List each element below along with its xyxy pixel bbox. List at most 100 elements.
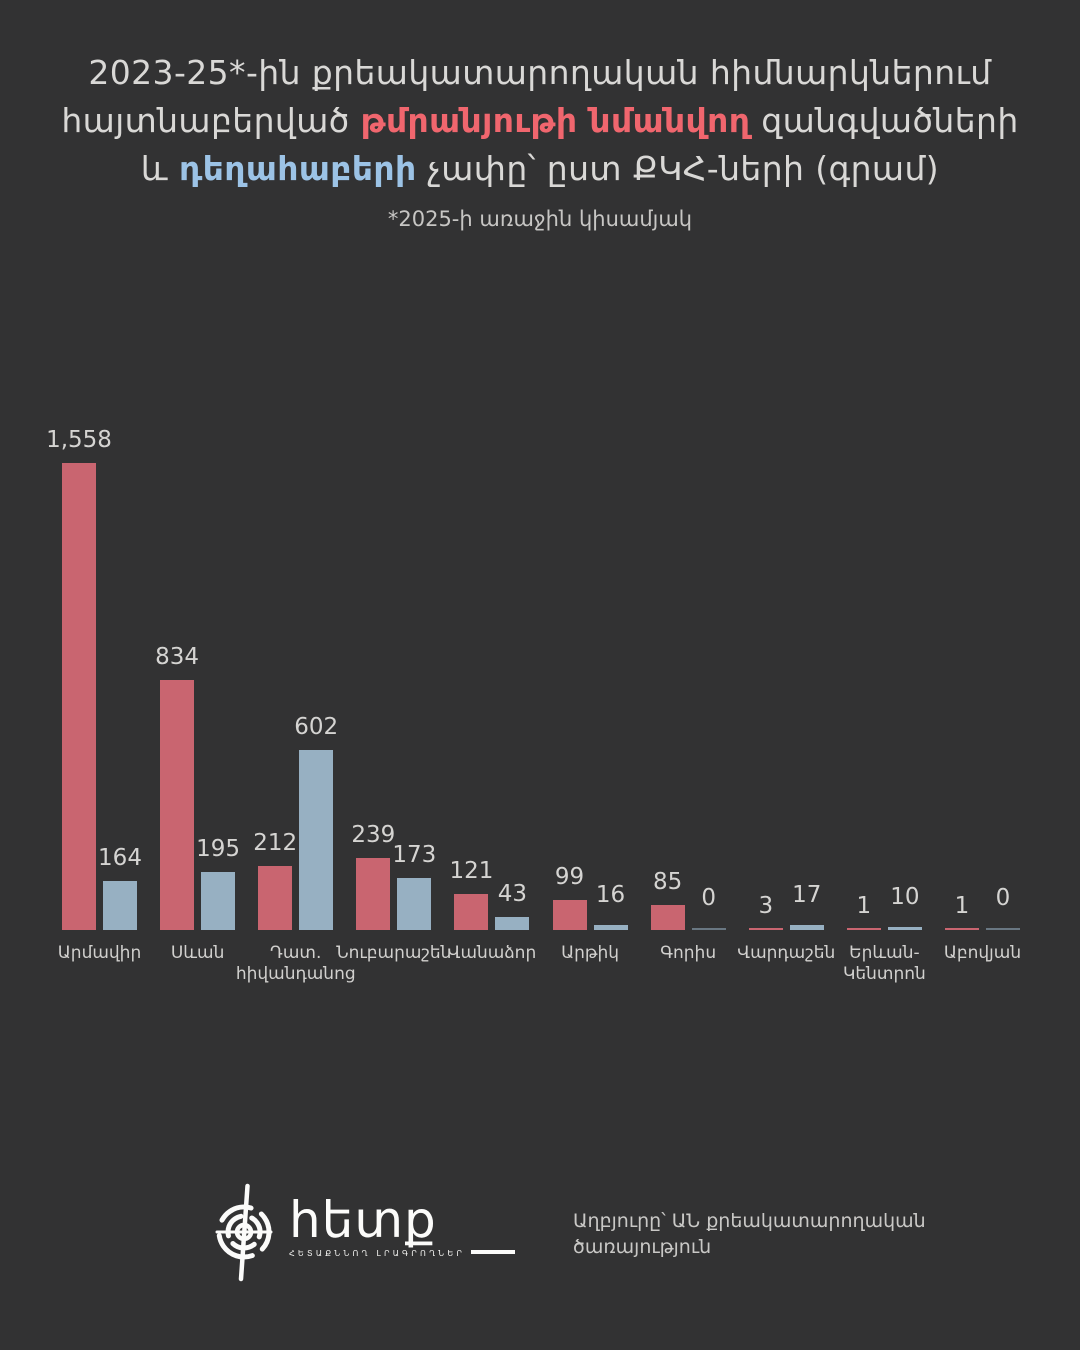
bar-drug-like-masses [160,680,195,930]
bar-pills [299,750,334,930]
bar-pair: 3 17 [748,463,824,930]
category-label: Արմավիր [57,943,142,963]
bar-group: 1 10 Երևան- Կենտրոն [843,463,926,984]
bar-slot: 164 [98,463,142,930]
category-label: Երևան- Կենտրոն [842,943,926,984]
bar-slot: 16 [593,463,628,930]
bar-drug-like-masses [258,866,293,930]
bar-group: 1 0 Աբովյան [944,463,1021,963]
category-label: Սևան [170,943,225,963]
bar-pair: 121 43 [449,463,530,930]
value-label: 602 [294,714,339,740]
bar-drug-like-masses [62,463,96,930]
bar-slot: 99 [552,463,587,930]
value-label: 0 [701,885,716,911]
bar-slot: 195 [196,463,240,930]
value-label: 0 [995,885,1011,911]
logo-wordmark: հետք [289,1191,437,1249]
bar-slot: 173 [392,463,436,930]
bar-slot: 1 [944,463,979,930]
bar-pills [593,925,628,930]
bar-group: 3 17 Վարդաշեն [737,463,835,963]
logo-caption-text: ՀԵՏԱՔՆՆՈՂ ԼՐԱԳՐՈՂՆԵՐ [289,1249,466,1258]
bar-group: 121 43 Վանաձոր [448,463,537,963]
title-accent-red: թմրանյութի նմանվող [360,101,751,140]
bar-pills [789,925,824,930]
value-label: 43 [497,881,528,907]
bar-slot: 43 [495,463,530,930]
bar-slot: 0 [691,463,726,930]
bar-pair: 212 602 [253,463,338,930]
title-line-2-post: զանգվածների [750,101,1019,140]
value-label: 834 [155,644,200,670]
bar-slot: 0 [985,463,1020,930]
bar-group: 85 0 Գորիս [650,463,726,963]
value-label: 1 [954,893,970,919]
category-label: Գորիս [660,943,717,963]
value-label: 85 [653,869,683,895]
value-label: 212 [253,830,298,856]
value-label: 164 [98,845,142,871]
category-label: Նուբարաշեն [336,943,452,963]
bar-pair: 1 10 [846,463,922,930]
title-line-2-pre: հայտնաբերված [61,101,361,140]
bar-pills [887,927,922,930]
title-line-3-post: չափը՝ ըստ ՔԿՀ-ների (գրամ) [416,149,940,188]
bar-drug-like-masses [454,894,489,930]
bar-drug-like-masses [552,900,587,930]
bar-pills [201,872,236,930]
bar-drug-like-masses [650,905,685,930]
title-line-3: և դեղահաբերի չափը՝ ըստ ՔԿՀ-ների (գրամ) [0,145,1080,193]
category-label: Վանաձոր [447,943,537,963]
value-label: 99 [554,864,585,890]
bar-pair: 834 195 [155,463,240,930]
bar-slot: 17 [789,463,824,930]
title-line-2: հայտնաբերված թմրանյութի նմանվող զանգվածն… [0,97,1080,145]
value-label: 195 [196,836,241,862]
title-line-1-text: 2023-25*-ին քրեակատարողական հիմնարկներու… [88,53,992,92]
bar-slot: 1,558 [46,427,112,930]
value-label: 10 [890,884,920,910]
bar-pair: 239 173 [351,463,436,930]
bar-group: 239 173 Նուբարաշեն [336,463,451,963]
value-label: 173 [392,842,437,868]
bar-slot: 10 [887,463,922,930]
bar-chart: 1,558 164 Արմավիր 834 195 Սևան 212 602 Դատ. հիվան… [46,427,1021,984]
source-credit: Աղբյուրը՝ ԱՆ քրեակատարողական ծառայությու… [573,1208,926,1260]
bar-pills [495,917,530,930]
bar-pair: 85 0 [650,463,726,930]
bar-slot: 3 [748,463,783,930]
logo-text-block: հետք ՀԵՏԱՔՆՆՈՂ ԼՐԱԳՐՈՂՆԵՐ [289,1183,516,1283]
logo-caption: ՀԵՏԱՔՆՆՈՂ ԼՐԱԳՐՈՂՆԵՐ [289,1249,516,1258]
value-label: 121 [449,858,494,884]
title-accent-blue: դեղահաբերի [178,149,417,188]
bar-pills [397,878,432,930]
footer: հետք ՀԵՏԱՔՆՆՈՂ ԼՐԱԳՐՈՂՆԵՐ Աղբյուրը՝ ԱՆ ք… [0,1180,1080,1310]
bar-slot: 85 [650,463,685,930]
bar-pair: 1,558 164 [46,427,142,930]
bar-drug-like-masses [944,928,979,930]
hetq-target-icon [215,1183,273,1282]
category-label: Վարդաշեն [737,943,836,963]
title-line-3-pre: և [140,149,179,188]
bar-pills [985,928,1020,930]
hetq-logo: հետք ՀԵՏԱՔՆՆՈՂ ԼՐԱԳՐՈՂՆԵՐ [214,1183,516,1283]
bar-pair: 99 16 [552,463,628,930]
value-label: 1 [856,893,872,919]
bar-drug-like-masses [356,858,391,930]
value-label: 239 [351,822,396,848]
logo-underline [471,1250,516,1254]
bar-drug-like-masses [846,928,881,930]
value-label: 16 [595,882,626,908]
bar-group: 99 16 Արթիկ [552,463,628,963]
chart-subtitle: *2025-ի առաջին կիսամյակ [387,207,693,231]
bar-group: 1,558 164 Արմավիր [46,427,142,963]
category-label: Արթիկ [561,943,619,963]
bar-slot: 212 [253,463,297,930]
value-label: 3 [758,893,774,919]
chart-title: 2023-25*-ին քրեակատարողական հիմնարկներու… [0,0,1080,193]
value-label: 1,558 [46,427,112,453]
bar-pills [103,881,137,930]
